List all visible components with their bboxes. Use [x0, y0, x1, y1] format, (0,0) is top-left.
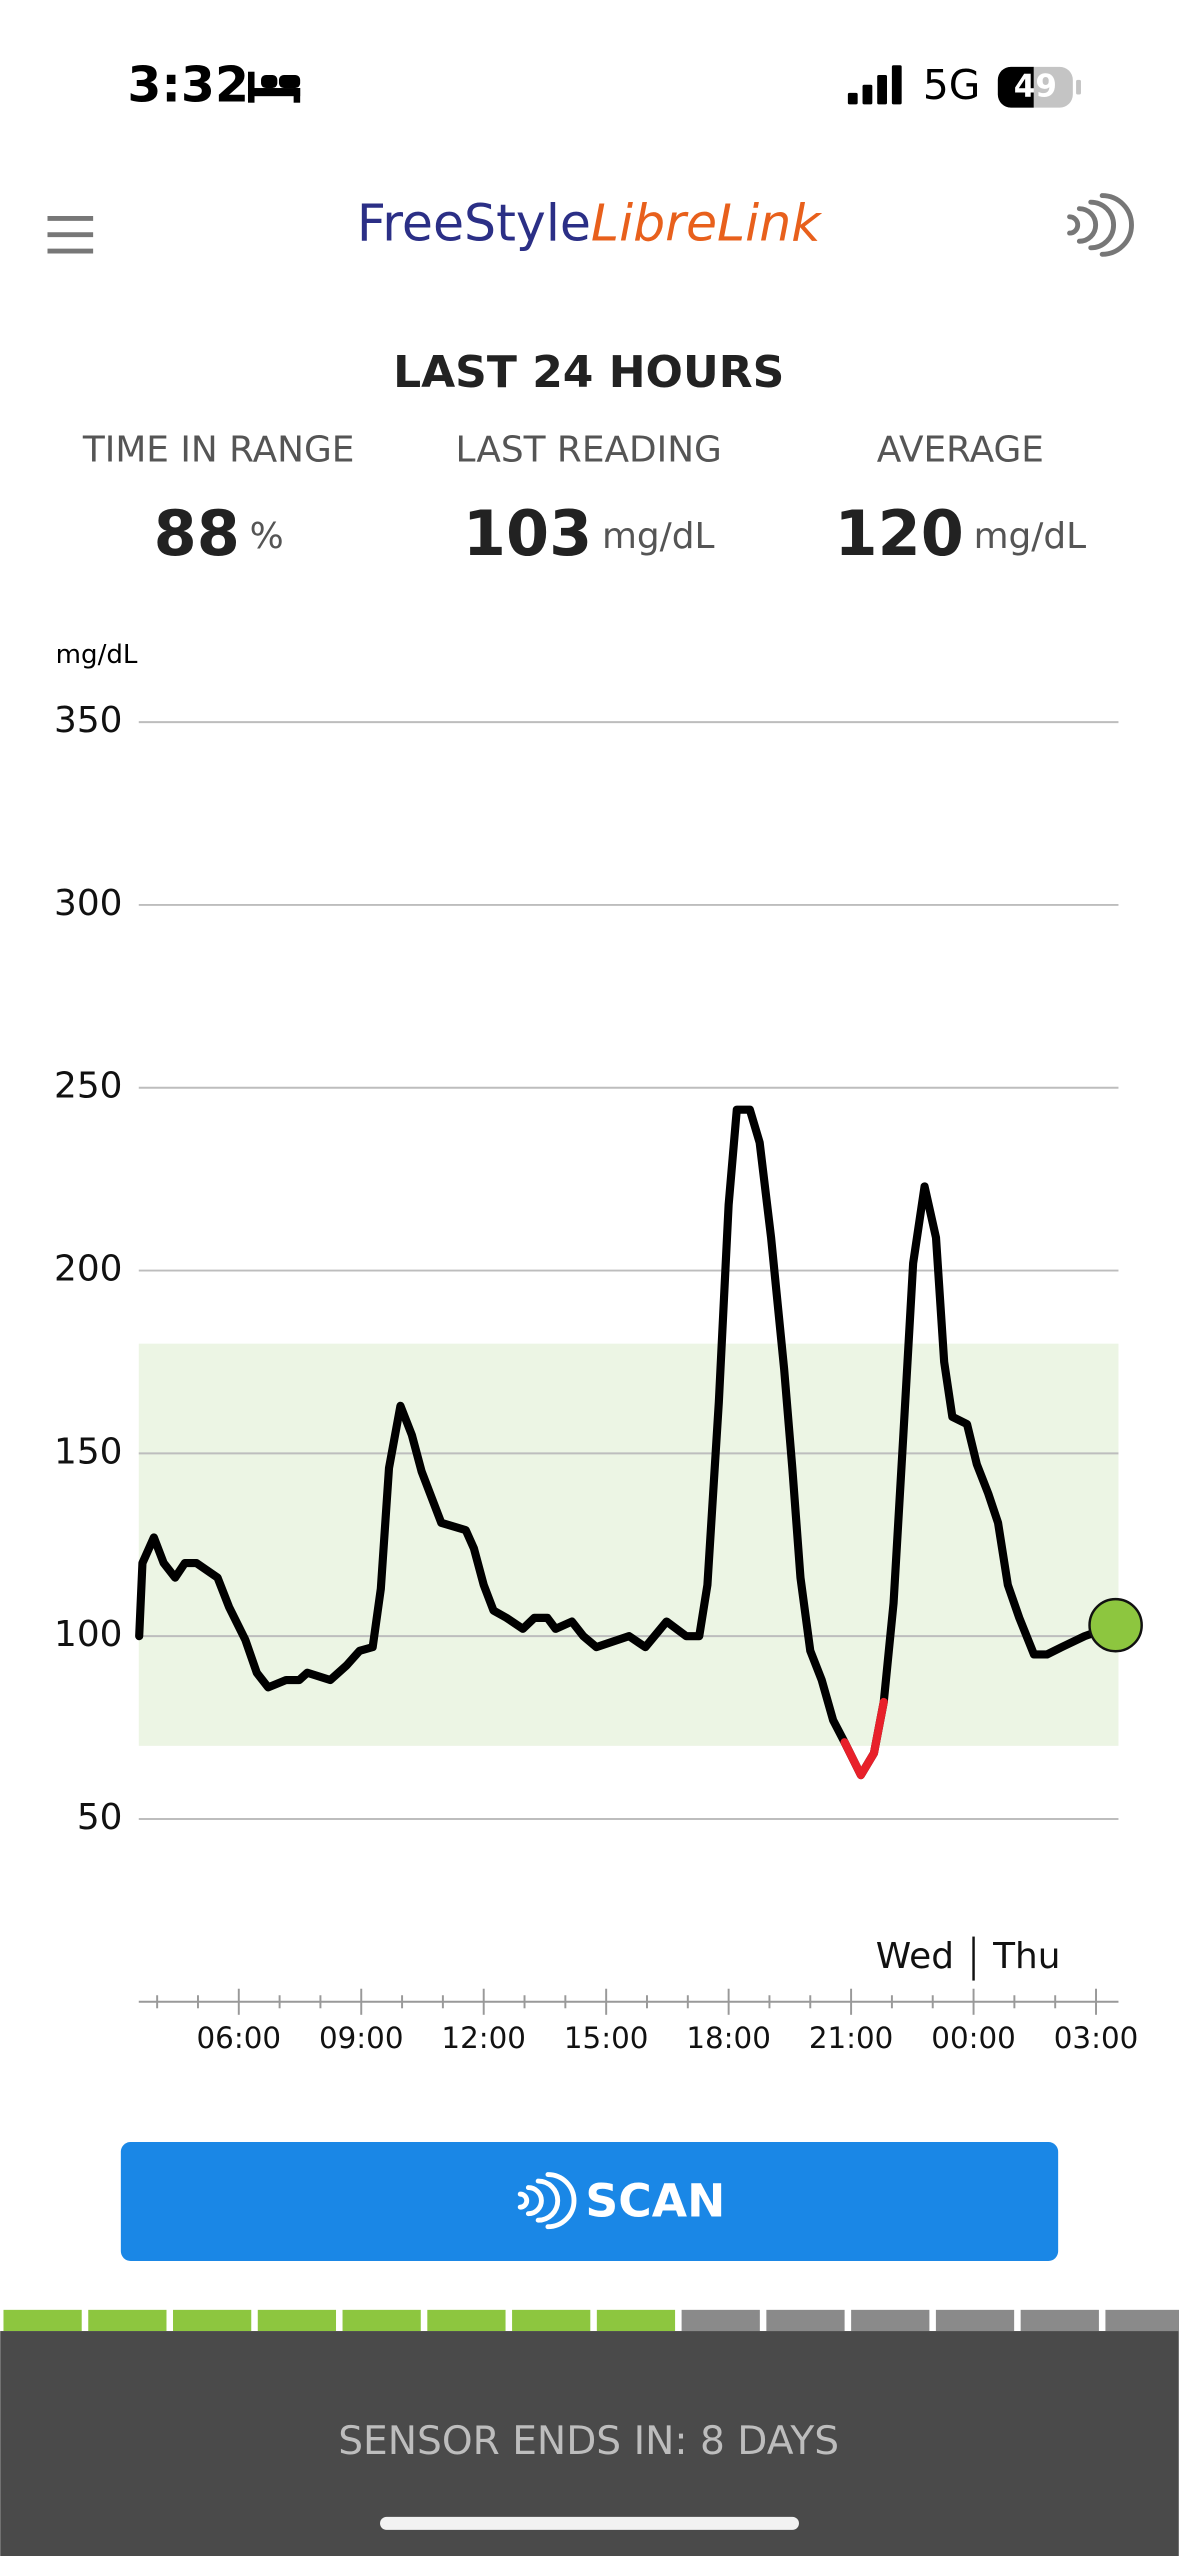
logo-librelink: LibreLink: [591, 193, 822, 252]
status-time: 3:32: [127, 57, 249, 114]
progress-segment: [935, 2309, 1015, 2332]
scan-button[interactable]: SCAN: [120, 2141, 1059, 2261]
y-tick-label: 150: [54, 1431, 122, 1472]
y-tick-label: 300: [54, 883, 122, 924]
stat-label: LAST READING: [456, 430, 722, 471]
stat-unit: mg/dL: [974, 516, 1087, 557]
day-label: Thu: [992, 1936, 1060, 1977]
stat-value: 88%: [154, 498, 284, 570]
day-label: Wed: [876, 1936, 954, 1977]
stat-value: 103 mg/dL: [463, 498, 715, 570]
battery-icon: 49: [997, 66, 1081, 108]
x-tick-label: 03:00: [1054, 2021, 1139, 2055]
scan-icon: [517, 2172, 577, 2230]
y-axis-label: mg/dL: [56, 640, 138, 670]
progress-segment: [1105, 2309, 1179, 2332]
stat-unit: %: [250, 516, 284, 557]
home-indicator: [380, 2516, 799, 2530]
y-tick-label: 350: [54, 700, 122, 741]
progress-segment: [1020, 2309, 1099, 2332]
glucose-chart: 50 100 150 200 250 300 350 06:00 09:00 12:00 15:00…: [54, 700, 1143, 2055]
low-line: [840, 1697, 888, 1780]
progress-segment: [257, 2309, 337, 2332]
last-reading-dot: [1088, 1597, 1143, 1653]
x-tick-label: 12:00: [441, 2021, 526, 2055]
sleep-icon: [247, 71, 301, 103]
network-label: 5G: [923, 61, 981, 109]
progress-segment: [3, 2309, 82, 2332]
progress-segment: [512, 2309, 591, 2332]
progress-segment: [173, 2309, 252, 2332]
target-range: [138, 1343, 1119, 1746]
progress-segment: [681, 2309, 760, 2332]
stat-number: 88: [154, 498, 240, 570]
y-tick-label: 250: [54, 1066, 122, 1107]
stat-number: 120: [835, 498, 964, 570]
progress-segment: [851, 2309, 930, 2332]
y-tick-label: 100: [54, 1614, 122, 1655]
stat-number: 103: [463, 498, 592, 570]
nfc-button[interactable]: [1067, 193, 1134, 257]
y-tick-label: 200: [54, 1249, 122, 1290]
x-tick-label: 00:00: [931, 2021, 1016, 2055]
progress-segment: [766, 2309, 845, 2332]
progress-segment: [342, 2309, 421, 2332]
battery-level: 49: [1014, 69, 1057, 105]
summary-title: LAST 24 HOURS: [393, 347, 784, 398]
logo: FreeStyleLibreLink: [357, 193, 822, 252]
x-tick-label: 09:00: [319, 2021, 404, 2055]
menu-button[interactable]: [47, 215, 94, 254]
stat-label: TIME IN RANGE: [82, 430, 355, 471]
logo-freestyle: FreeStyle: [357, 193, 591, 252]
progress-segment: [596, 2309, 676, 2332]
sensor-progress: [3, 2309, 1179, 2332]
scan-button-bg[interactable]: [120, 2141, 1059, 2261]
stat-value: 120 mg/dL: [835, 498, 1087, 570]
sensor-status: SENSOR ENDS IN: 8 DAYS: [338, 2419, 839, 2464]
signal-icon: [847, 65, 902, 105]
x-tick-label: 15:00: [564, 2021, 649, 2055]
progress-segment: [88, 2309, 167, 2332]
scan-label[interactable]: SCAN: [585, 2174, 725, 2227]
y-tick-label: 50: [77, 1797, 123, 1838]
stat-unit: mg/dL: [602, 516, 715, 557]
progress-segment: [427, 2309, 506, 2332]
glucose-line: [135, 1105, 1120, 1780]
x-tick-label: 21:00: [809, 2021, 894, 2055]
x-tick-label: 18:00: [686, 2021, 771, 2055]
x-tick-label: 06:00: [197, 2021, 282, 2055]
stat-label: AVERAGE: [877, 430, 1044, 471]
